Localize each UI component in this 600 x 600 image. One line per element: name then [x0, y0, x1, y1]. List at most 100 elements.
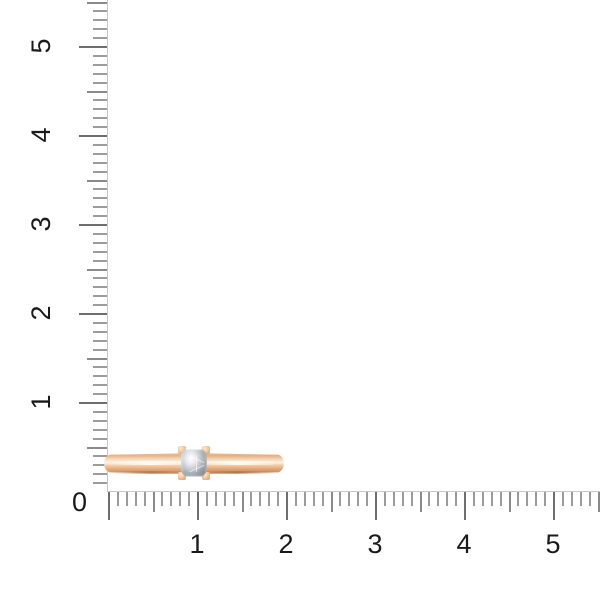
horizontal-tick [339, 492, 341, 506]
vertical-tick [79, 46, 107, 48]
vertical-tick [93, 286, 107, 288]
horizontal-tick [313, 492, 315, 506]
vertical-tick [87, 2, 107, 4]
vertical-tick [93, 117, 107, 119]
vertical-tick [93, 331, 107, 333]
horizontal-tick [411, 492, 413, 506]
horizontal-tick [304, 492, 306, 506]
diamond-setting [177, 444, 211, 482]
horizontal-tick [108, 492, 110, 520]
horizontal-tick [268, 492, 270, 506]
horizontal-tick [179, 492, 181, 506]
horizontal-tick [428, 492, 430, 506]
vertical-tick [93, 188, 107, 190]
vertical-tick [93, 473, 107, 475]
prong-bottom-right-icon [202, 472, 210, 480]
horizontal-tick [553, 492, 555, 520]
horizontal-tick [170, 492, 172, 506]
diamond-facet-c [196, 456, 197, 472]
horizontal-tick [153, 492, 155, 512]
vertical-tick [93, 162, 107, 164]
vertical-tick [93, 429, 107, 431]
horizontal-tick [144, 492, 146, 506]
horizontal-tick [357, 492, 359, 506]
vertical-tick [93, 251, 107, 253]
diamond-facet-b [189, 464, 205, 473]
gold-ring-with-diamond [104, 444, 284, 482]
horizontal-tick [375, 492, 377, 520]
horizontal-tick [535, 492, 537, 506]
vertical-ruler-label: 3 [26, 216, 56, 232]
horizontal-tick [526, 492, 528, 506]
vertical-tick [79, 135, 107, 137]
vertical-tick [93, 126, 107, 128]
vertical-tick [93, 55, 107, 57]
vertical-tick [93, 384, 107, 386]
horizontal-tick [598, 492, 600, 512]
horizontal-ruler-label: 1 [189, 529, 205, 559]
vertical-ruler-label: 2 [26, 305, 56, 321]
horizontal-tick [259, 492, 261, 506]
horizontal-tick [473, 492, 475, 506]
horizontal-tick [188, 492, 190, 506]
vertical-tick [93, 233, 107, 235]
horizontal-ruler-label: 4 [456, 529, 472, 559]
horizontal-tick [331, 492, 333, 512]
horizontal-tick [482, 492, 484, 506]
horizontal-tick [277, 492, 279, 506]
horizontal-tick [455, 492, 457, 506]
vertical-tick [87, 447, 107, 449]
horizontal-tick [509, 492, 511, 512]
vertical-tick [93, 322, 107, 324]
diamond-gem [181, 449, 207, 477]
vertical-tick [93, 464, 107, 466]
vertical-tick [87, 91, 107, 93]
vertical-tick [93, 144, 107, 146]
vertical-tick [93, 260, 107, 262]
horizontal-tick [126, 492, 128, 506]
horizontal-tick [571, 492, 573, 506]
vertical-ruler-label: 4 [26, 127, 56, 143]
vertical-tick [93, 64, 107, 66]
vertical-axis-line [107, 0, 108, 492]
vertical-tick [79, 224, 107, 226]
origin-label: 0 [72, 487, 88, 517]
vertical-tick [79, 402, 107, 404]
vertical-tick [93, 10, 107, 12]
horizontal-tick [420, 492, 422, 512]
horizontal-tick [437, 492, 439, 506]
vertical-tick [93, 171, 107, 173]
horizontal-ruler-label: 2 [278, 529, 294, 559]
horizontal-tick [242, 492, 244, 512]
ring-shadow-left [112, 471, 190, 474]
horizontal-tick [517, 492, 519, 506]
vertical-tick [93, 28, 107, 30]
vertical-tick [93, 411, 107, 413]
vertical-tick [93, 153, 107, 155]
vertical-tick [93, 206, 107, 208]
vertical-tick [93, 19, 107, 21]
horizontal-tick [580, 492, 582, 506]
horizontal-tick [295, 492, 297, 506]
horizontal-tick [224, 492, 226, 506]
horizontal-tick [322, 492, 324, 506]
vertical-ruler-label: 5 [26, 38, 56, 54]
horizontal-tick [161, 492, 163, 506]
horizontal-tick [366, 492, 368, 506]
horizontal-tick [589, 492, 591, 506]
vertical-tick [93, 455, 107, 457]
horizontal-tick [544, 492, 546, 506]
horizontal-tick [117, 492, 119, 506]
vertical-tick [93, 99, 107, 101]
vertical-tick [93, 438, 107, 440]
vertical-tick [93, 73, 107, 75]
vertical-tick [93, 366, 107, 368]
vertical-tick [93, 82, 107, 84]
vertical-tick [93, 349, 107, 351]
vertical-tick [87, 269, 107, 271]
vertical-tick [93, 340, 107, 342]
vertical-tick [93, 197, 107, 199]
horizontal-ruler-label: 5 [545, 529, 561, 559]
vertical-tick [93, 108, 107, 110]
